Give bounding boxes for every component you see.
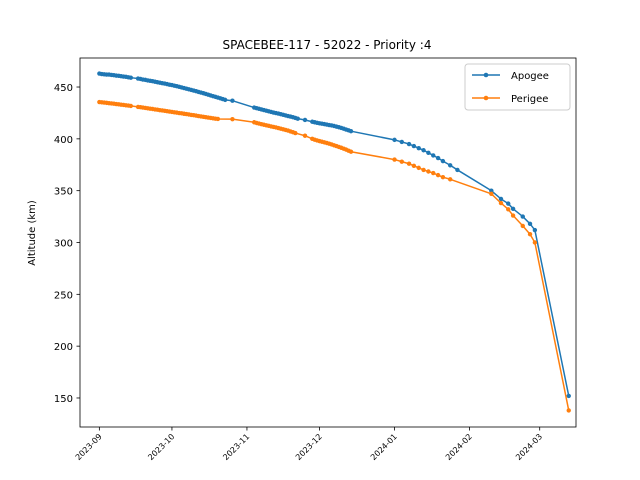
y-tick-label: 450 [54, 83, 73, 94]
data-point-perigee [399, 159, 404, 164]
data-point-apogee [510, 206, 516, 212]
data-point-apogee [440, 158, 446, 164]
data-point-perigee [566, 408, 571, 413]
data-point-perigee [431, 170, 436, 176]
data-point-apogee [348, 128, 354, 134]
data-point-perigee [406, 161, 412, 166]
legend: Apogee Perigee [464, 63, 571, 111]
data-point-apogee [128, 75, 134, 80]
data-point-apogee [411, 143, 417, 149]
series-apogee [97, 71, 571, 399]
data-point-perigee [392, 157, 397, 162]
data-point-perigee [230, 116, 235, 122]
y-tick-label: 400 [54, 135, 73, 146]
y-tick-label: 350 [54, 187, 73, 198]
data-point-apogee [295, 116, 300, 121]
data-point-apogee [302, 117, 308, 123]
y-tick-label: 250 [54, 290, 73, 301]
data-point-apogee [527, 221, 533, 227]
y-axis-label: Altitude (km) [27, 200, 38, 266]
data-point-apogee [498, 196, 504, 202]
data-point-perigee [532, 240, 538, 245]
data-point-perigee [527, 232, 533, 237]
data-point-perigee [302, 133, 308, 138]
data-point-perigee [215, 116, 221, 122]
data-point-apogee [455, 167, 460, 173]
data-point-perigee [510, 213, 516, 218]
legend-marker-apogee [483, 72, 489, 78]
data-point-apogee [566, 393, 571, 399]
legend-marker-perigee [483, 95, 489, 101]
data-point-apogee [421, 148, 426, 153]
data-point-apogee [447, 163, 453, 168]
legend-label-perigee: Perigee [511, 94, 548, 105]
data-point-perigee [348, 149, 354, 154]
chart-title: SPACEBEE-117 - 52022 - Priority :4 [223, 38, 432, 52]
data-point-perigee [435, 172, 441, 178]
data-point-apogee [506, 201, 511, 206]
data-point-apogee [399, 139, 404, 145]
data-point-perigee [498, 200, 504, 206]
data-point-apogee [435, 155, 441, 161]
series-layer [97, 71, 571, 413]
data-point-apogee [431, 153, 436, 158]
data-point-apogee [222, 97, 228, 103]
data-point-perigee [426, 169, 431, 174]
data-point-perigee [293, 130, 298, 136]
series-perigee [97, 99, 571, 413]
y-tick-label: 150 [54, 394, 73, 405]
data-point-perigee [416, 165, 421, 171]
data-point-perigee [489, 191, 494, 196]
y-tick-label: 300 [54, 239, 73, 250]
data-point-perigee [440, 175, 446, 180]
data-point-perigee [506, 207, 511, 212]
y-tick-label: 200 [54, 342, 73, 353]
data-point-apogee [230, 98, 235, 103]
data-point-apogee [416, 145, 421, 151]
data-point-apogee [520, 214, 525, 219]
data-point-perigee [411, 163, 417, 168]
data-point-apogee [392, 137, 397, 143]
data-point-apogee [532, 227, 538, 233]
legend-label-apogee: Apogee [511, 71, 549, 82]
data-point-apogee [406, 141, 412, 147]
data-point-apogee [489, 188, 494, 193]
data-point-perigee [447, 177, 453, 182]
data-point-perigee [128, 103, 134, 109]
data-point-perigee [520, 223, 525, 229]
data-point-apogee [426, 150, 431, 156]
data-point-perigee [421, 167, 426, 173]
